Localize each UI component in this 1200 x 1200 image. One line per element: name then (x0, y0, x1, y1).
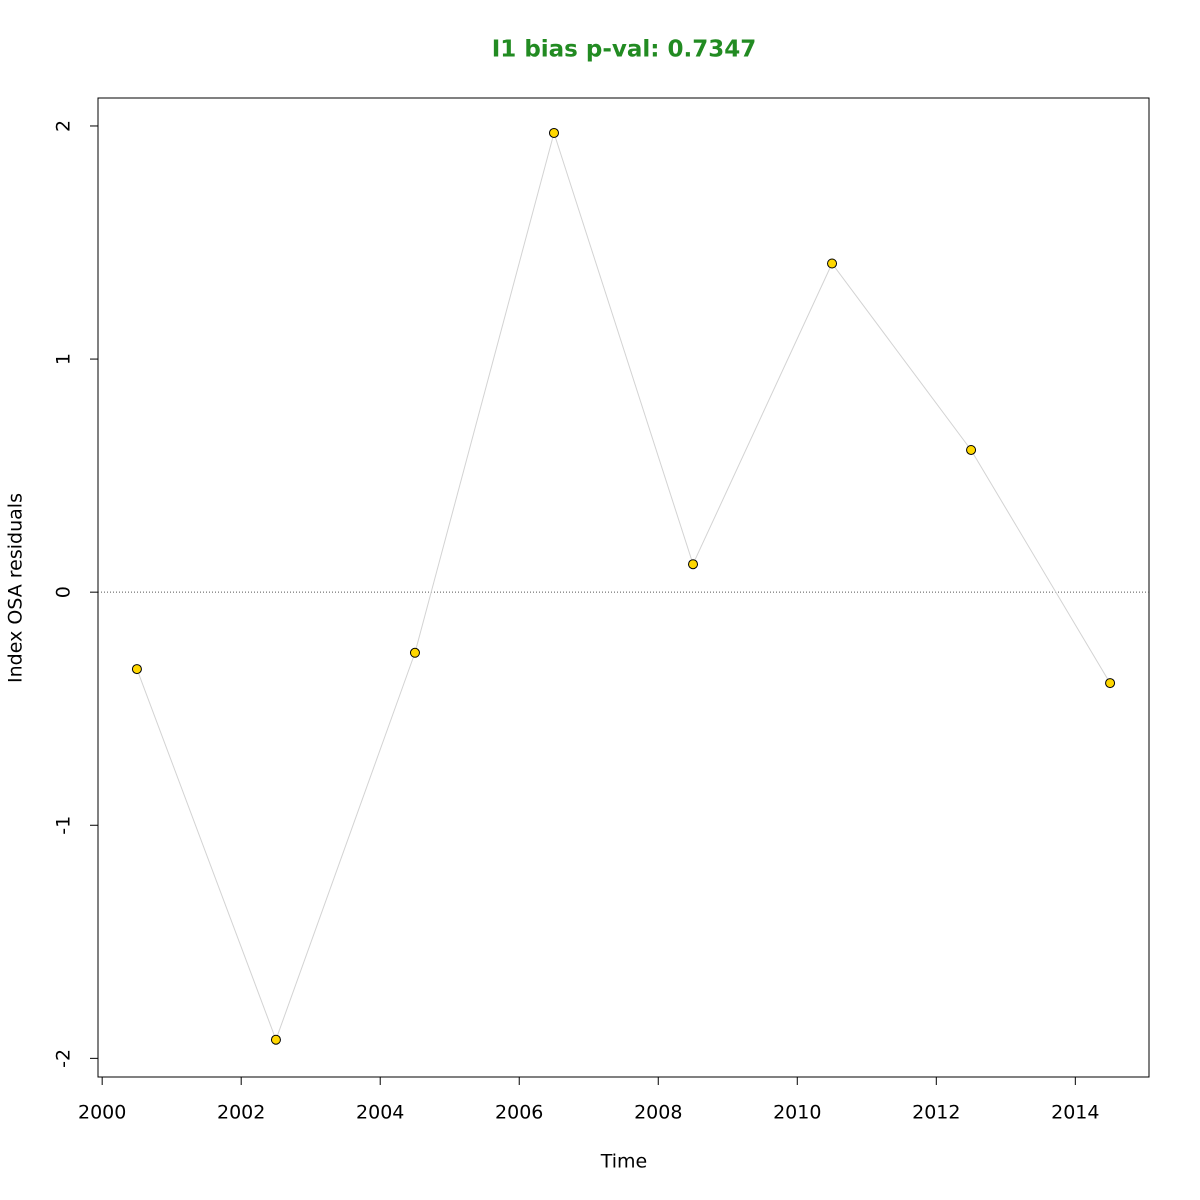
x-tick-label: 2002 (217, 1102, 265, 1124)
x-tick-label: 2004 (356, 1102, 404, 1124)
data-point (270, 1034, 281, 1045)
y-tick-label: 2 (53, 120, 75, 132)
data-point (548, 127, 559, 138)
series-line (136, 131, 1111, 1042)
y-tick-label: 0 (53, 586, 75, 598)
x-tick-label: 2012 (912, 1102, 960, 1124)
data-point (1105, 678, 1116, 689)
plot-frame (97, 97, 1150, 1078)
x-tick-label: 2010 (773, 1102, 821, 1124)
x-axis-label: Time (600, 1151, 648, 1173)
data-point (827, 258, 838, 269)
y-tick-label: 1 (53, 353, 75, 365)
data-point (409, 647, 420, 658)
x-tick-label: 2006 (495, 1102, 543, 1124)
data-point (688, 559, 699, 570)
x-tick-label: 2014 (1051, 1102, 1099, 1124)
data-point (131, 664, 142, 675)
y-tick-label: -1 (53, 816, 75, 835)
y-tick-label: -2 (53, 1049, 75, 1068)
data-point (966, 444, 977, 455)
chart-title: I1 bias p-val: 0.7347 (492, 37, 757, 63)
x-tick-label: 2000 (78, 1102, 126, 1124)
y-axis-label: Index OSA residuals (5, 493, 27, 683)
x-tick-label: 2008 (634, 1102, 682, 1124)
